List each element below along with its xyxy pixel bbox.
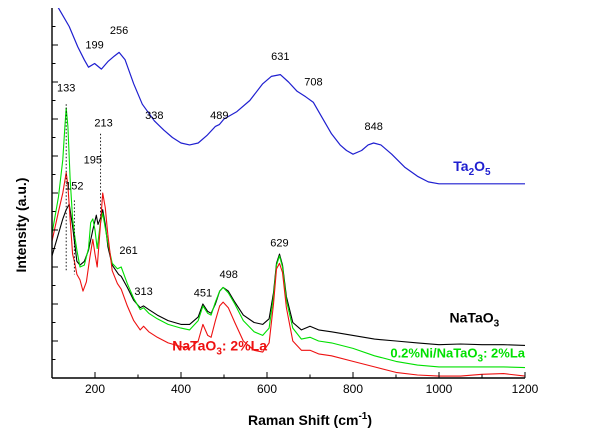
x-tick-label: 200 (85, 382, 105, 396)
x-tick-label: 400 (171, 382, 191, 396)
series-line-3 (52, 172, 525, 377)
plot-lines (52, 8, 525, 377)
series-label-part: 3 (478, 354, 484, 365)
dotted-peak-markers (65, 104, 102, 275)
series-label-1: NaTaO3 (450, 310, 500, 330)
peak-label: 629 (270, 238, 288, 250)
series-line-0 (57, 8, 525, 185)
y-axis-title: Intensity (a.u.) (13, 178, 29, 273)
peak-label: 313 (134, 286, 152, 298)
series-line-1 (52, 203, 525, 346)
x-axis-title-end: ) (367, 412, 372, 428)
x-tick-label: 800 (343, 382, 363, 396)
peak-label: 708 (304, 77, 322, 89)
peak-label: 451 (194, 288, 212, 300)
peak-label: 133 (57, 82, 75, 94)
x-tick-label: 600 (257, 382, 277, 396)
series-label-part: 2 (469, 167, 475, 178)
peak-label: 195 (84, 154, 102, 166)
x-tick-label: 1200 (512, 382, 539, 396)
axes: 200 400 600 800 1000 1200 (51, 8, 539, 396)
peak-label: 261 (119, 245, 137, 257)
x-axis-title: Raman Shift (cm-1) (248, 411, 372, 428)
series-label-part: NaTaO (450, 310, 494, 326)
x-axis-title-main: Raman Shift (cm (248, 412, 358, 428)
series-label-part: 3 (216, 346, 222, 357)
peak-label: 199 (85, 40, 103, 52)
series-label-part: : 2%La (222, 337, 267, 353)
series-label-3: NaTaO3: 2%La (172, 337, 267, 357)
x-axis-title-sup: -1 (358, 411, 367, 422)
series-label-part: 3 (494, 319, 500, 330)
peak-label: 256 (110, 25, 128, 37)
peak-label: 848 (364, 121, 382, 133)
series-label-part: NaTaO (172, 337, 216, 353)
peak-labels: 256 199 338 489 631 708 848 133 213 195 152 261 313 4… (57, 25, 383, 300)
series-label-part: : 2%La (483, 346, 526, 361)
series-label-2: 0.2%Ni/NaTaO3: 2%La (390, 346, 525, 365)
peak-label: 213 (94, 117, 112, 129)
series-label-0: Ta2O5 (453, 158, 491, 178)
series-label-part: 0.2%Ni/NaTaO (390, 346, 477, 361)
peak-label: 152 (65, 180, 83, 192)
peak-label: 338 (145, 110, 163, 122)
series-label-part: Ta (453, 158, 469, 174)
series-line-2 (52, 107, 525, 369)
peak-label: 489 (210, 110, 228, 122)
peak-label: 498 (220, 269, 238, 281)
peak-label: 631 (271, 51, 289, 63)
series-label-part: O (474, 158, 485, 174)
x-tick-label: 1000 (426, 382, 453, 396)
series-label-part: 5 (485, 167, 491, 178)
